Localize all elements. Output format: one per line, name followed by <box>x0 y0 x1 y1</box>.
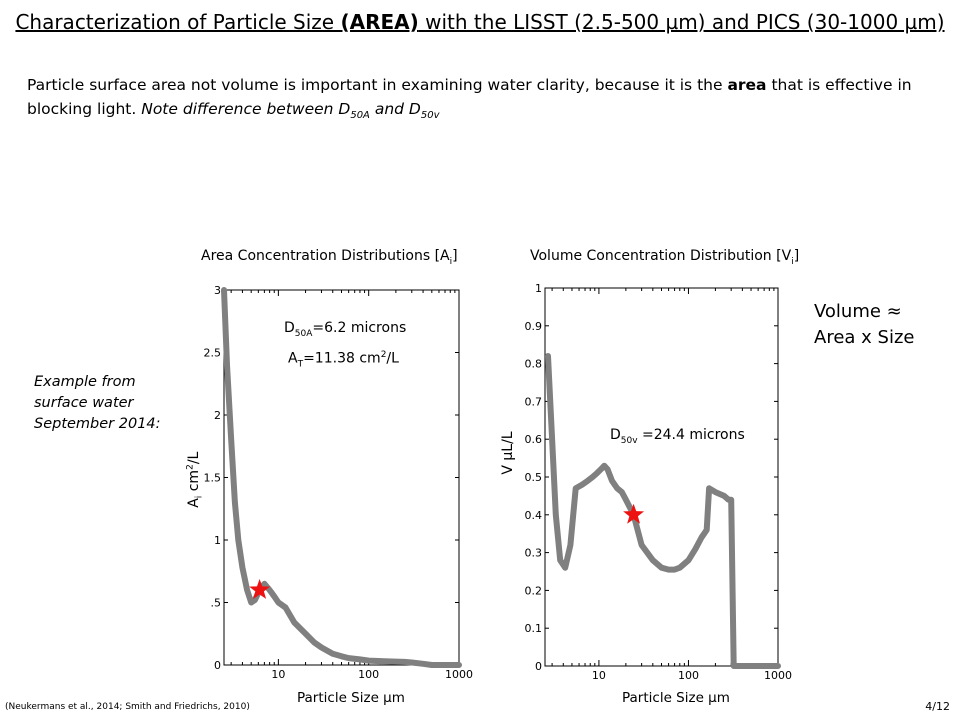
volume-d50-pre: D <box>610 427 621 443</box>
area-ylabel: Ai cm2/L <box>185 435 204 525</box>
page-title: Characterization of Particle Size (AREA)… <box>0 10 960 34</box>
area-ytick-label: .5 <box>211 597 222 610</box>
area-d50-post: =6.2 microns <box>312 320 407 336</box>
area-ylabel-post: cm <box>185 469 202 496</box>
area-at-end: /L <box>386 350 399 367</box>
volume-ylabel: V µL/L <box>500 431 516 475</box>
intro-note: Note difference between D50A and D50v <box>141 100 440 122</box>
area-d50-annotation: D50A=6.2 microns <box>284 320 406 339</box>
intro-note-sub2: 50v <box>420 110 440 122</box>
volume-panel-title: Volume Concentration Distribution [Vi] <box>530 248 799 267</box>
intro-note-pre: Note difference between D <box>141 100 351 118</box>
page-number: 4/12 <box>925 700 950 713</box>
area-ytick-label: 3 <box>214 284 221 297</box>
volume-ytick-label: 0.8 <box>525 358 543 371</box>
volume-ytick-label: 0.9 <box>525 320 543 333</box>
area-ytick-label: 2 <box>214 409 221 422</box>
volume-note-line2: Area x Size <box>814 327 915 348</box>
area-d50-pre: D <box>284 320 295 336</box>
area-ytick-label: 2.5 <box>204 347 222 360</box>
volume-ytick-label: 0.1 <box>525 622 543 635</box>
area-ylabel-sup: 2 <box>185 464 196 470</box>
volume-ytick-label: 0.7 <box>525 395 543 408</box>
area-title-post: ] <box>452 248 458 264</box>
area-xtick-label: 1000 <box>445 668 473 681</box>
area-at-post: =11.38 cm <box>303 350 381 367</box>
volume-note-line1: Volume ≈ <box>814 301 902 322</box>
title-post: with the LISST (2.5-500 µm) and PICS (30… <box>418 10 945 34</box>
volume-ytick-label: 0 <box>535 660 542 673</box>
area-total-annotation: AT=11.38 cm2/L <box>288 350 399 369</box>
title-bold: (AREA) <box>340 10 419 34</box>
volume-ytick-label: 0.5 <box>525 471 543 484</box>
intro-text-bold: area <box>727 76 767 94</box>
area-series-line <box>221 287 462 668</box>
volume-xtick-label: 1000 <box>764 669 792 682</box>
volume-note: Volume ≈ Area x Size <box>814 299 914 351</box>
volume-ytick-label: 0.4 <box>525 509 543 522</box>
volume-xlabel: Particle Size µm <box>622 690 730 706</box>
volume-ytick-label: 0.6 <box>525 433 543 446</box>
volume-chart: 0 0.1 0.2 0.3 0.4 0.5 0.6 0.7 0.8 0.9 1 10 100 1000 <box>525 282 793 682</box>
area-d50-sub: 50A <box>294 328 313 339</box>
volume-title-sub: i <box>791 256 794 267</box>
volume-ytick-label: 0.2 <box>525 584 543 597</box>
volume-d50-post: =24.4 microns <box>637 427 745 443</box>
area-xtick-label: 10 <box>271 668 285 681</box>
intro-paragraph: Particle surface area not volume is impo… <box>27 73 927 128</box>
area-panel-title: Area Concentration Distributions [Ai] <box>201 248 458 267</box>
volume-xtick-label: 100 <box>678 669 699 682</box>
area-ytick-label: 1.5 <box>204 472 222 485</box>
area-d50-marker-star <box>249 579 271 599</box>
area-plot-frame <box>223 289 460 666</box>
intro-note-and: and D <box>369 100 421 118</box>
example-note: Example from surface water September 201… <box>34 374 161 432</box>
intro-note-sub1: 50A <box>350 110 370 122</box>
intro-text-pre: Particle surface area not volume is impo… <box>27 76 728 94</box>
intro-text-mid: that is effective in blocking light. <box>27 76 912 118</box>
area-ylabel-pre: A <box>185 498 202 508</box>
area-title-sub: i <box>449 256 453 267</box>
area-at-sub: T <box>297 359 304 370</box>
area-ylabel-sub: i <box>194 495 205 499</box>
volume-d50-marker-star <box>623 503 645 524</box>
volume-title-post: ] <box>793 248 800 264</box>
volume-d50-sub: 50v <box>620 435 638 446</box>
area-xtick-label: 100 <box>358 668 379 681</box>
volume-plot-frame <box>544 287 779 667</box>
volume-ytick-label: 1 <box>535 282 542 295</box>
area-ylabel-end: /L <box>185 451 202 465</box>
volume-title-pre: Volume Concentration Distribution [V <box>530 248 792 264</box>
area-at-pre: A <box>288 350 298 367</box>
area-at-sup: 2 <box>380 350 387 360</box>
volume-ytick-label: 0.3 <box>525 547 543 560</box>
area-chart: 0 .5 1 1.5 2 2.5 3 10 100 1000 <box>204 284 474 681</box>
area-ytick-label: 0 <box>214 659 221 672</box>
area-ytick-label: 1 <box>214 534 221 547</box>
title-pre: Characterization of Particle Size <box>15 10 341 34</box>
area-xlabel: Particle Size µm <box>297 690 405 706</box>
citation: (Neukermans et al., 2014; Smith and Frie… <box>5 702 250 712</box>
volume-xtick-label: 10 <box>592 669 606 682</box>
area-title-pre: Area Concentration Distributions [A <box>201 248 450 264</box>
volume-series-line <box>545 353 781 669</box>
volume-d50-annotation: D50v =24.4 microns <box>610 427 745 446</box>
